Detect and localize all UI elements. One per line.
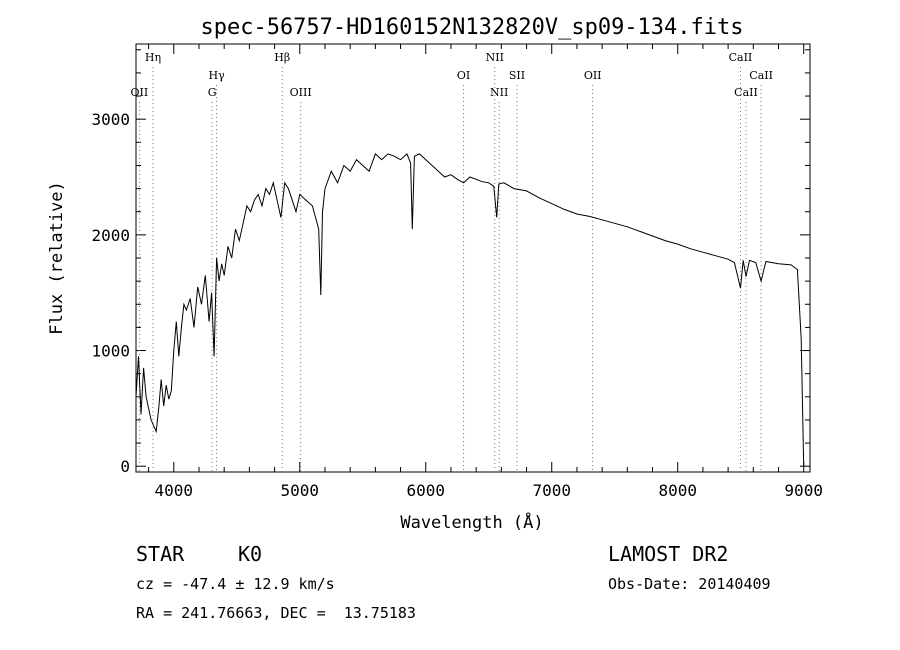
y-tick-label: 3000 [91, 110, 130, 129]
spectral-line-label: CaII [729, 51, 753, 64]
x-tick-label: 7000 [532, 481, 571, 500]
x-tick-label: 5000 [281, 481, 320, 500]
y-tick-label: 1000 [91, 342, 130, 361]
x-tick-label: 6000 [406, 481, 445, 500]
spectral-line-label: CaII [749, 69, 773, 82]
coordinates-readout: RA = 241.76663, DEC = 13.75183 [136, 604, 416, 622]
spectral-line-label: NII [486, 51, 504, 64]
plot-frame [135, 43, 811, 473]
observation-date: Obs-Date: 20140409 [608, 575, 771, 593]
spectral-line-label: OI [457, 69, 470, 82]
survey-label: LAMOST DR2 [608, 542, 729, 566]
spectral-line-label: OIII [290, 86, 312, 99]
chart-title: spec-56757-HD160152N132820V_sp09-134.fit… [200, 15, 743, 40]
spectral-line-label: G [208, 86, 217, 99]
spectrum-line [135, 153, 805, 467]
x-tick-label: 8000 [658, 481, 697, 500]
spectral-line-label: SII [509, 69, 525, 82]
y-tick-label: 2000 [91, 226, 130, 245]
spectral-line-label: Hγ [209, 69, 226, 82]
spectral-line-label: CaII [734, 86, 758, 99]
spectral-line-label: OII [131, 86, 149, 99]
spectral-line-label: NII [490, 86, 508, 99]
spectral-line-label: OII [584, 69, 602, 82]
spectral-line-label: Hη [145, 51, 161, 64]
spectral-line-label: Hβ [274, 51, 290, 64]
spectral-subclass: K0 [238, 542, 263, 566]
redshift-readout: cz = -47.4 ± 12.9 km/s [136, 575, 335, 593]
object-class: STAR [136, 542, 185, 566]
y-axis-label: Flux (relative) [47, 181, 67, 335]
x-tick-label: 9000 [784, 481, 823, 500]
y-tick-label: 0 [120, 457, 130, 476]
spectrum-chart: spec-56757-HD160152N132820V_sp09-134.fit… [47, 15, 823, 533]
x-tick-label: 4000 [155, 481, 194, 500]
x-axis-label: Wavelength (Å) [400, 511, 543, 533]
